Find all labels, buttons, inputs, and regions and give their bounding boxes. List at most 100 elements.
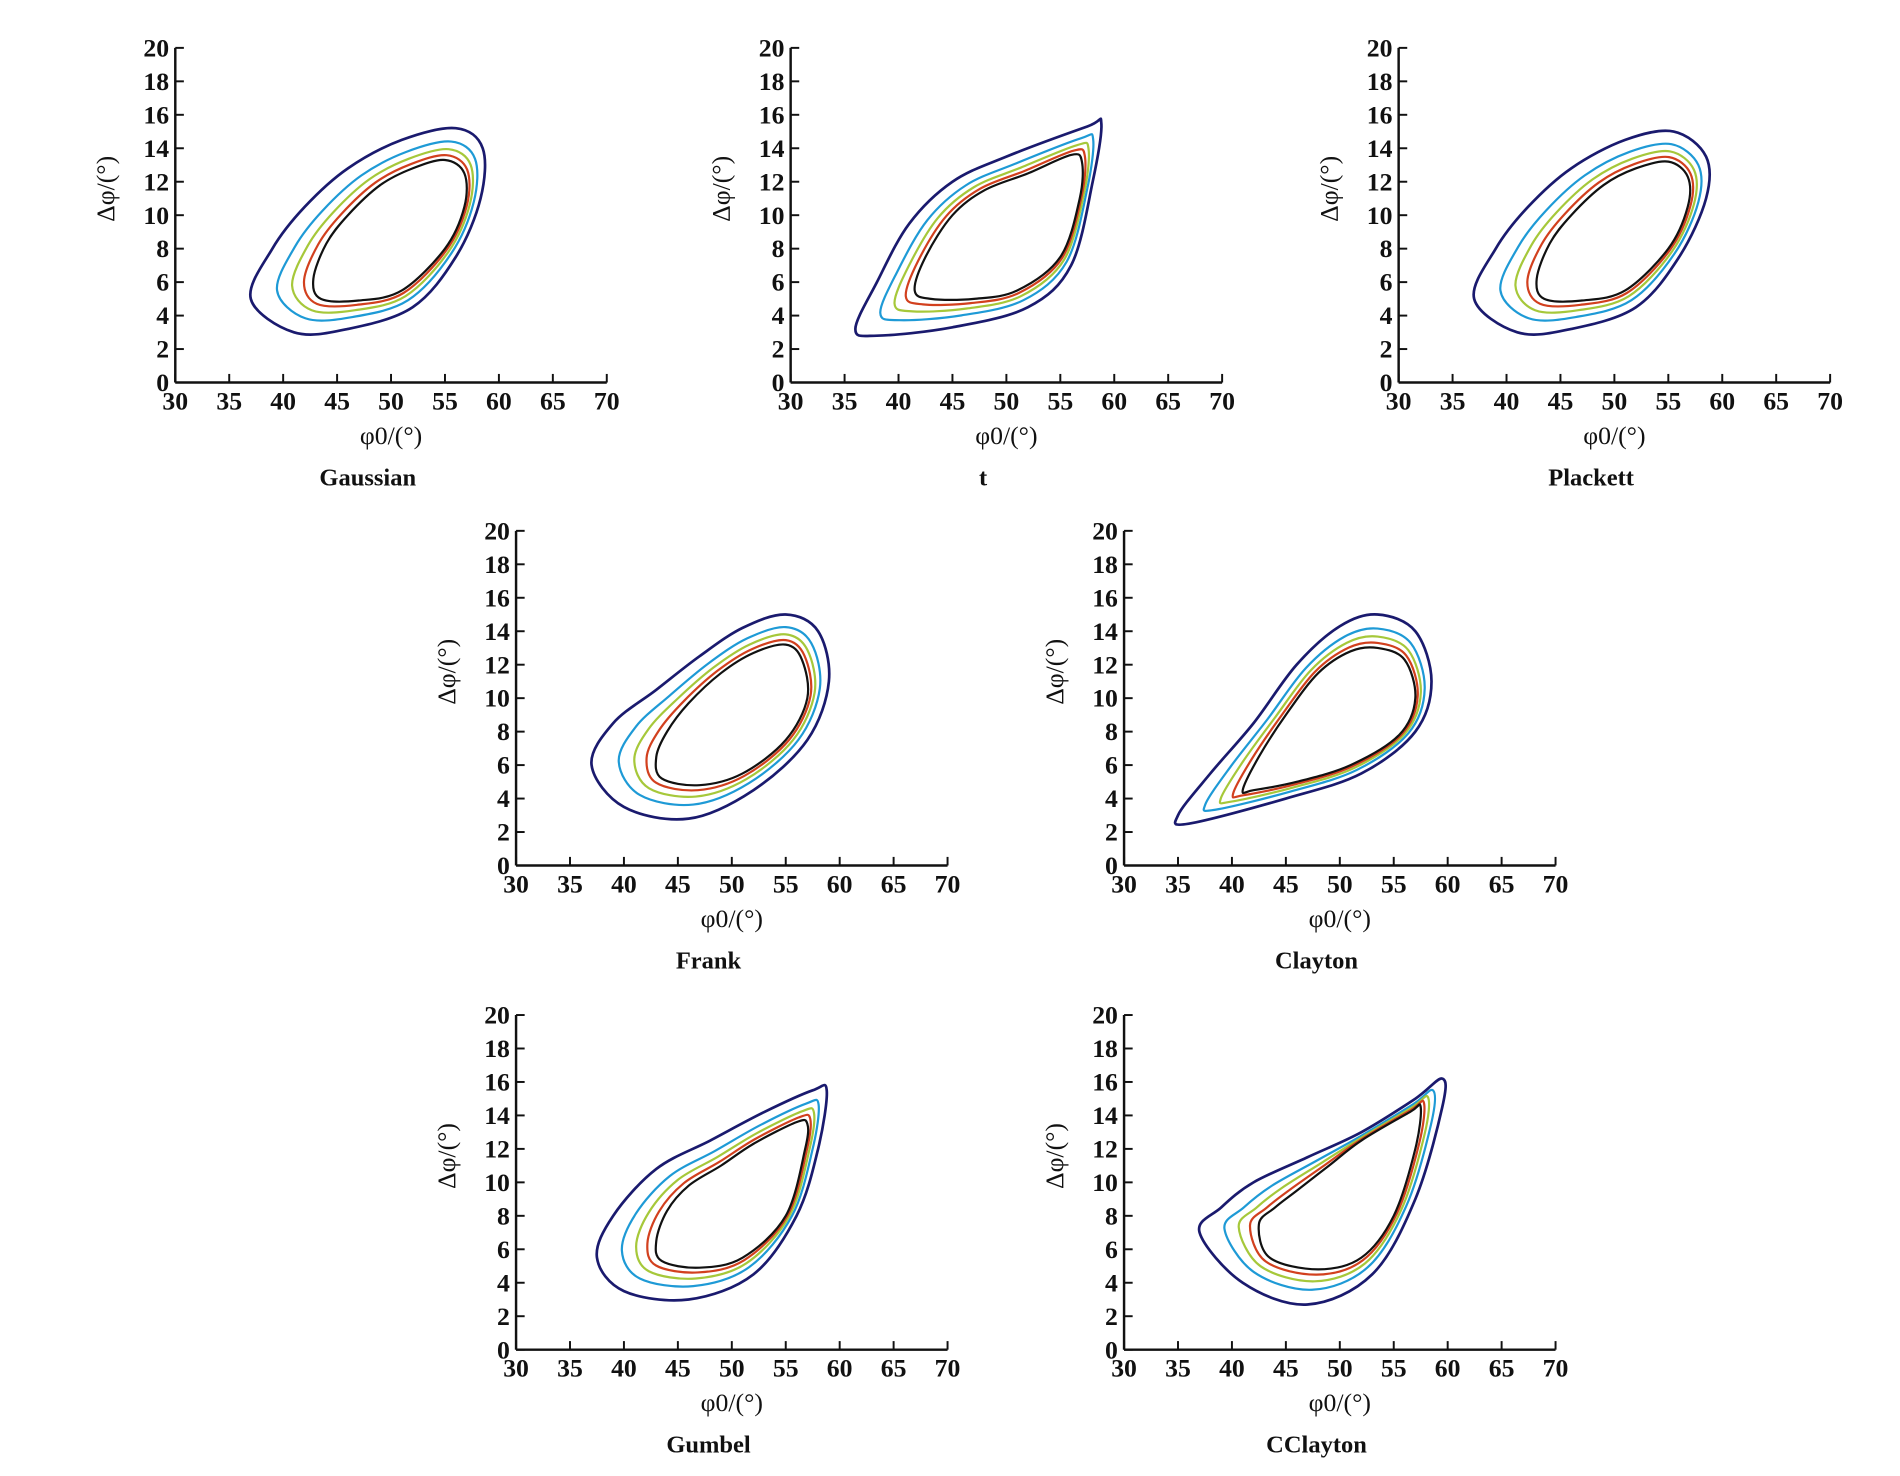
contour-level-3 xyxy=(1514,149,1698,314)
x-tick-label: 50 xyxy=(719,869,745,898)
y-tick-label: 14 xyxy=(1367,134,1393,163)
x-tick-label: 40 xyxy=(270,386,296,415)
y-tick-label: 0 xyxy=(772,368,785,397)
x-tick-label: 50 xyxy=(719,1354,745,1383)
y-tick-label: 14 xyxy=(1092,617,1118,646)
contour-level-4 xyxy=(645,638,813,792)
y-tick-label: 10 xyxy=(1092,684,1118,713)
x-tick-label: 50 xyxy=(1602,386,1628,415)
y-tick-label: 2 xyxy=(156,335,169,364)
contour-level-3 xyxy=(893,141,1091,313)
y-tick-label: 6 xyxy=(497,1235,510,1264)
y-tick-label: 16 xyxy=(1367,100,1393,129)
x-tick-label: 35 xyxy=(216,386,242,415)
x-tick-label: 35 xyxy=(557,869,583,898)
y-tick-label: 8 xyxy=(1105,1201,1118,1230)
contour-level-2 xyxy=(275,140,479,322)
x-tick-label: 30 xyxy=(1111,869,1137,898)
contour-level-2 xyxy=(1223,1088,1437,1291)
x-axis-label: φ0/(°) xyxy=(701,904,763,933)
y-tick-label: 2 xyxy=(1105,1302,1118,1331)
contour-level-1 xyxy=(1173,613,1433,827)
x-tick-label: 45 xyxy=(324,386,350,415)
panel-frank: 30 35 40 45 50 55 60 65 70 0 2 4 6 8 10 12 14 16 18 20 φ0/(°… xyxy=(432,516,961,974)
y-tick-label: 6 xyxy=(497,751,510,780)
y-tick-label: 6 xyxy=(1105,1235,1118,1264)
x-tick-label: 65 xyxy=(540,386,566,415)
x-tick-label: 30 xyxy=(503,869,529,898)
y-tick-label: 20 xyxy=(1367,33,1393,62)
y-tick-label: 0 xyxy=(156,368,169,397)
contour-level-3 xyxy=(1237,1095,1431,1283)
x-tick-label: 40 xyxy=(1494,386,1520,415)
y-tick-label: 4 xyxy=(156,301,169,330)
contour-level-5 xyxy=(913,153,1084,302)
contour-level-4 xyxy=(1248,1099,1426,1276)
y-tick-label: 16 xyxy=(143,100,169,129)
x-tick-label: 50 xyxy=(1327,1354,1353,1383)
y-tick-label: 0 xyxy=(497,851,510,880)
y-tick-label: 8 xyxy=(497,1201,510,1230)
x-tick-label: 50 xyxy=(994,386,1020,415)
panel-title: t xyxy=(979,464,988,491)
y-axis-label: Δφ/(°) xyxy=(1040,1123,1069,1189)
x-tick-label: 45 xyxy=(1548,386,1574,415)
y-axis-label: Δφ/(°) xyxy=(706,156,735,222)
contour-level-1 xyxy=(248,126,487,336)
x-tick-label: 65 xyxy=(881,1354,907,1383)
contour-level-4 xyxy=(302,154,471,308)
x-tick-label: 45 xyxy=(940,386,966,415)
panel-t: 30 35 40 45 50 55 60 65 70 0 2 4 6 8 10 12 14 16 18 20 φ0/(°… xyxy=(706,33,1235,491)
x-tick-label: 35 xyxy=(832,386,858,415)
contour-level-5 xyxy=(1241,646,1417,795)
x-tick-label: 55 xyxy=(432,386,458,415)
y-tick-label: 16 xyxy=(759,100,785,129)
x-tick-label: 70 xyxy=(1209,386,1235,415)
x-tick-label: 60 xyxy=(1435,1354,1461,1383)
y-tick-label: 10 xyxy=(759,201,785,230)
contour-level-5 xyxy=(312,158,468,303)
panel-title: Gaussian xyxy=(319,464,416,491)
y-tick-label: 16 xyxy=(1092,583,1118,612)
x-tick-label: 45 xyxy=(665,869,691,898)
y-tick-label: 6 xyxy=(1380,268,1393,297)
y-tick-label: 16 xyxy=(484,1068,510,1097)
x-tick-label: 70 xyxy=(935,869,961,898)
x-tick-label: 30 xyxy=(1386,386,1412,415)
y-tick-label: 12 xyxy=(1367,167,1393,196)
y-tick-label: 4 xyxy=(1105,1268,1118,1297)
y-tick-label: 10 xyxy=(484,684,510,713)
x-axis-label: φ0/(°) xyxy=(1309,1388,1371,1417)
panel-plackett: 30 35 40 45 50 55 60 65 70 0 2 4 6 8 10 12 14 16 18 20 φ0/(°… xyxy=(1314,33,1843,491)
y-tick-label: 18 xyxy=(1367,67,1393,96)
y-tick-label: 0 xyxy=(1105,851,1118,880)
x-tick-label: 55 xyxy=(1655,386,1681,415)
panel-title: Gumbel xyxy=(666,1432,751,1459)
y-tick-label: 18 xyxy=(484,550,510,579)
x-tick-label: 60 xyxy=(1709,386,1735,415)
y-tick-label: 14 xyxy=(1092,1101,1118,1130)
contour-level-4 xyxy=(1231,641,1419,799)
panel-gaussian: 30 35 40 45 50 55 60 65 70 0 2 4 6 8 10 12 14 16 18 20 φ0/(°… xyxy=(91,33,620,491)
y-tick-label: 2 xyxy=(1380,335,1393,364)
x-tick-label: 55 xyxy=(1047,386,1073,415)
y-tick-label: 4 xyxy=(772,301,785,330)
x-tick-label: 40 xyxy=(1219,869,1245,898)
y-tick-label: 4 xyxy=(1105,784,1118,813)
x-tick-label: 45 xyxy=(1273,869,1299,898)
x-tick-label: 30 xyxy=(1111,1354,1137,1383)
contour-level-4 xyxy=(646,1113,812,1274)
y-axis-label: Δφ/(°) xyxy=(1040,639,1069,705)
y-tick-label: 12 xyxy=(143,167,169,196)
y-tick-label: 8 xyxy=(772,234,785,263)
y-tick-label: 20 xyxy=(484,516,510,545)
y-tick-label: 10 xyxy=(143,201,169,230)
contour-level-3 xyxy=(290,147,475,314)
y-tick-label: 8 xyxy=(1105,717,1118,746)
x-tick-label: 60 xyxy=(827,869,853,898)
y-tick-label: 18 xyxy=(484,1034,510,1063)
x-tick-label: 65 xyxy=(881,869,907,898)
contour-level-2 xyxy=(1202,627,1426,813)
y-tick-label: 14 xyxy=(143,134,169,163)
x-tick-label: 65 xyxy=(1489,1354,1515,1383)
